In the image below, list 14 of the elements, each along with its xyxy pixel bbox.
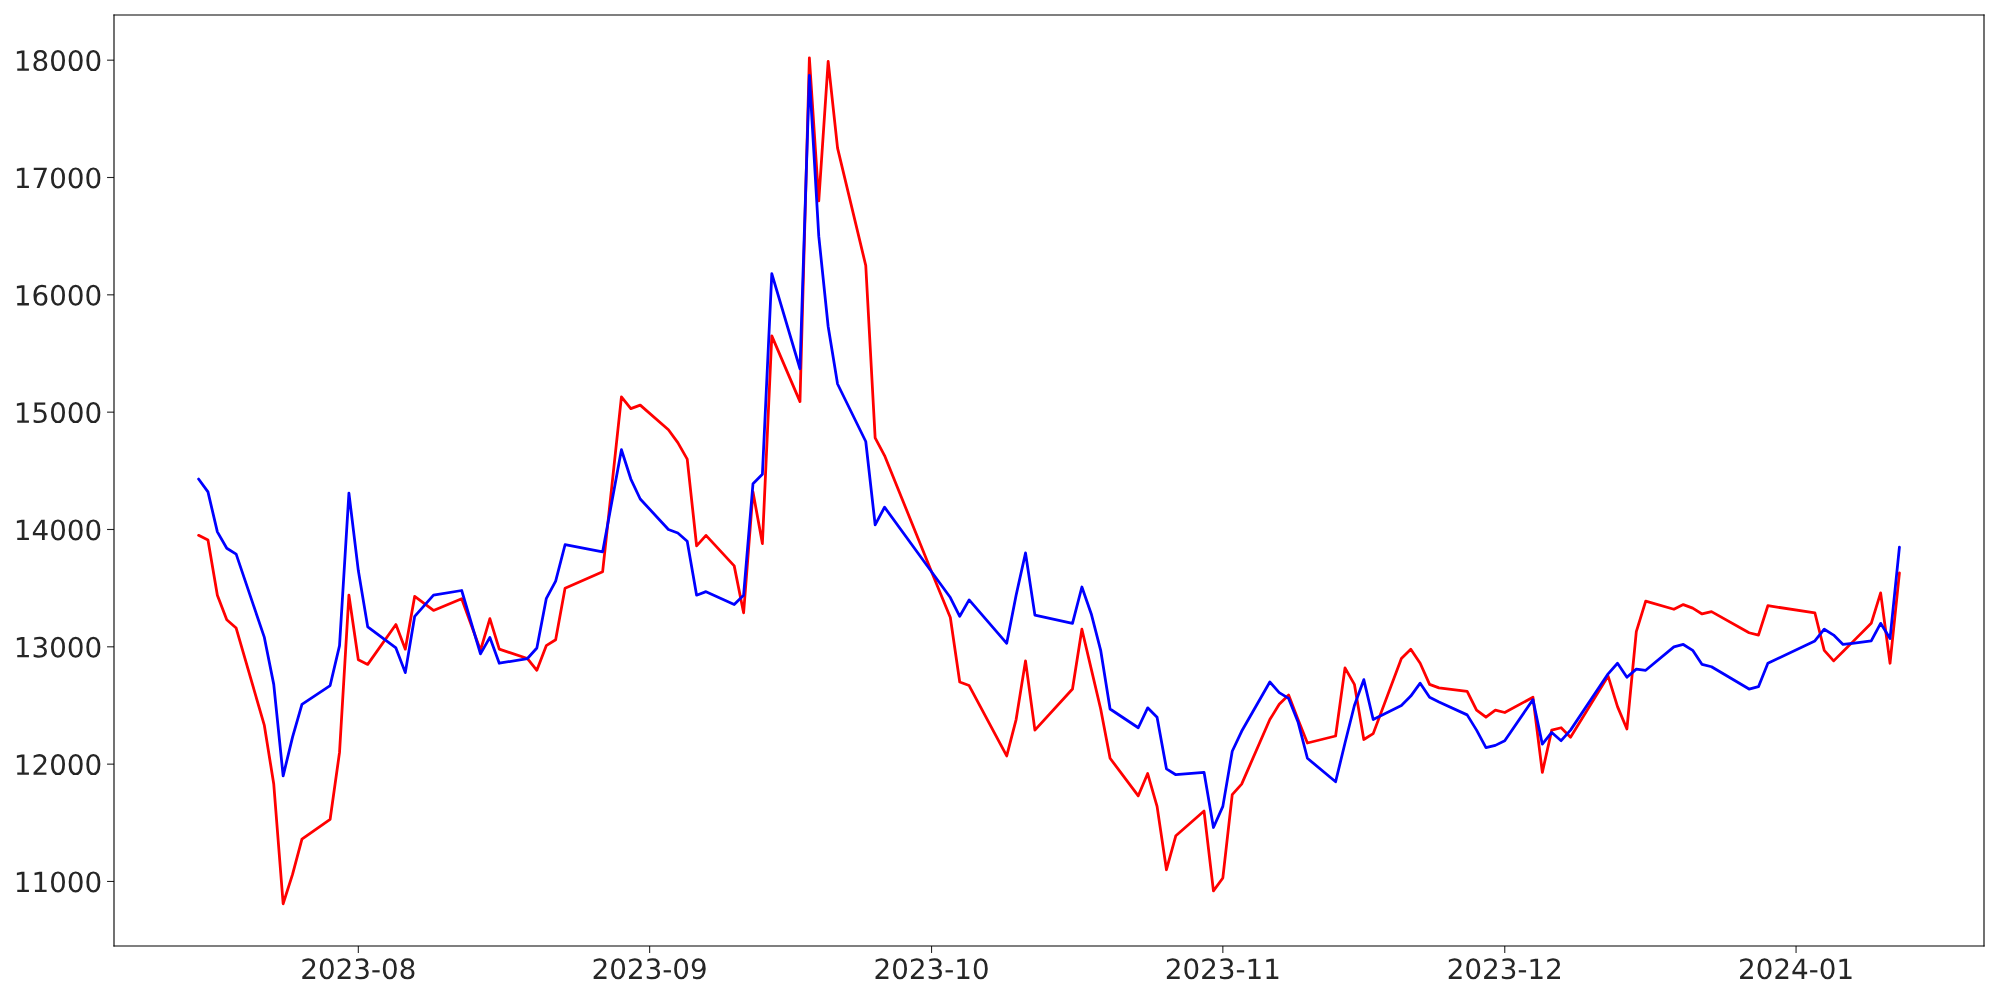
x-tick-label: 2023-09 <box>593 958 706 980</box>
y-tick-label: 12000 <box>16 754 101 776</box>
y-tick-label: 14000 <box>16 519 101 541</box>
x-tick-label: 2023-08 <box>302 958 415 980</box>
y-tick-label: 13000 <box>16 636 101 658</box>
y-tick-label: 15000 <box>16 402 101 424</box>
x-tick-label: 2023-10 <box>875 958 988 980</box>
y-tick-label: 16000 <box>16 284 101 306</box>
y-tick-label: 18000 <box>16 50 101 72</box>
y-tick-label: 11000 <box>16 871 101 893</box>
x-tick-label: 2023-12 <box>1448 958 1560 980</box>
x-tick-label: 2023-11 <box>1166 958 1279 980</box>
x-tick-label: 2024-01 <box>1740 958 1852 980</box>
y-tick-label: 17000 <box>16 167 101 189</box>
